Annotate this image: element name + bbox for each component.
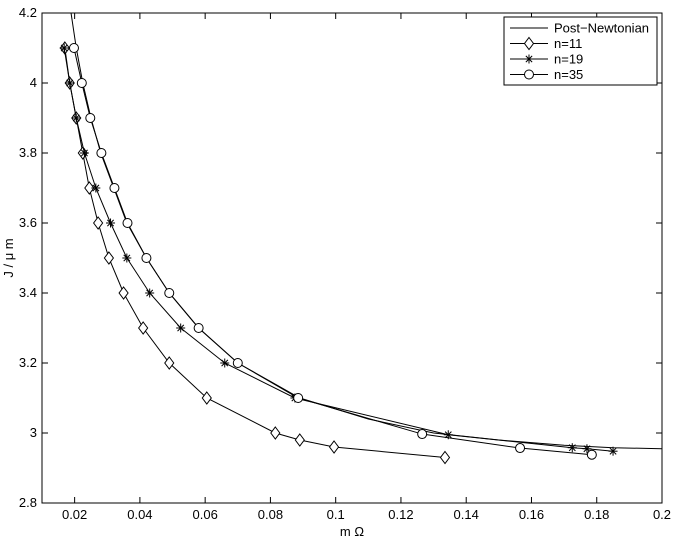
star-marker — [65, 78, 75, 88]
star-stroke — [80, 149, 88, 157]
star-marker — [106, 218, 116, 228]
y-tick-label: 3.4 — [19, 285, 37, 300]
y-axis-label: J / μ m — [1, 238, 16, 277]
legend-label: Post−Newtonian — [554, 21, 649, 36]
x-tick-label: 0.16 — [519, 507, 544, 522]
diamond-marker — [138, 321, 149, 335]
x-axis-label: m Ω — [340, 524, 364, 539]
circle-marker — [96, 148, 107, 158]
diamond-marker — [439, 450, 451, 465]
diamond-marker — [294, 433, 305, 447]
diamond-marker — [93, 216, 104, 230]
series-n-35 — [68, 43, 597, 460]
star-stroke — [146, 289, 154, 297]
circle-marker — [68, 43, 79, 53]
diamond-marker — [523, 36, 535, 51]
star-stroke — [221, 359, 229, 367]
y-tick-label: 4 — [30, 75, 37, 90]
series-n-19 — [59, 43, 618, 456]
circle-marker — [122, 218, 133, 228]
legend-label: n=35 — [554, 67, 583, 82]
star-stroke — [72, 114, 80, 122]
circle-marker — [417, 429, 428, 440]
diamond-marker — [164, 356, 175, 370]
circle-marker — [293, 393, 304, 403]
star-marker — [567, 443, 577, 453]
star-stroke — [107, 219, 115, 227]
legend-label: n=11 — [554, 36, 582, 51]
series-group — [59, 13, 662, 465]
circle-marker — [515, 443, 526, 454]
x-tick-label: 0.06 — [193, 507, 218, 522]
y-tick-label: 4.2 — [19, 5, 37, 20]
star-stroke — [568, 444, 576, 452]
star-stroke — [66, 79, 74, 87]
x-tick-label: 0.14 — [454, 507, 479, 522]
star-marker — [122, 253, 132, 263]
circle-marker — [141, 253, 152, 263]
star-marker — [91, 183, 101, 193]
x-tick-label: 0.04 — [127, 507, 152, 522]
star-marker — [608, 446, 618, 456]
legend-item: n=19 — [510, 52, 583, 67]
star-stroke — [444, 431, 452, 439]
legend-item: Post−Newtonian — [510, 21, 649, 36]
x-tick-label: 0.08 — [258, 507, 283, 522]
star-marker — [145, 288, 155, 298]
legend-item: n=35 — [510, 67, 583, 82]
series-n-11 — [59, 41, 451, 465]
star-marker — [79, 148, 89, 158]
plot-frame — [41, 12, 663, 504]
circle-marker — [232, 358, 243, 368]
star-stroke — [525, 55, 533, 63]
star-stroke — [123, 254, 131, 262]
star-marker — [59, 43, 69, 53]
circle-marker — [193, 323, 204, 333]
y-tick-label: 3.2 — [19, 355, 37, 370]
diamond-marker — [201, 391, 212, 405]
star-stroke — [609, 447, 617, 455]
circle-marker — [164, 288, 175, 298]
x-tick-label: 0.1 — [327, 507, 345, 522]
y-tick-label: 3.6 — [19, 215, 37, 230]
diamond-marker — [84, 181, 95, 195]
x-tick-label: 0.02 — [62, 507, 87, 522]
star-stroke — [92, 184, 100, 192]
y-tick-label: 3 — [30, 425, 37, 440]
diamond-marker — [103, 251, 115, 265]
legend-item: n=11 — [510, 36, 582, 51]
star-marker — [524, 54, 534, 64]
diamond-marker — [328, 440, 340, 454]
star-stroke — [177, 324, 185, 332]
legend-label: n=19 — [554, 52, 583, 67]
star-stroke — [60, 44, 68, 52]
star-marker — [220, 358, 230, 368]
circle-marker — [586, 449, 597, 460]
star-marker — [176, 323, 186, 333]
series-line — [63, 47, 614, 452]
tick-group: 0.02 0.04 0.06 0.08 0.1 0.12 0.14 0.16 0.18 0.2 2.… — [19, 5, 671, 522]
diamond-marker — [118, 286, 129, 300]
x-tick-label: 0.12 — [388, 507, 413, 522]
x-tick-label: 0.2 — [653, 507, 671, 522]
circle-marker — [524, 69, 534, 80]
diamond-marker — [270, 426, 281, 440]
series-line — [64, 47, 446, 458]
circle-marker — [85, 113, 96, 123]
star-stroke — [583, 445, 591, 453]
circle-marker — [76, 78, 87, 88]
series-line — [73, 47, 592, 456]
x-tick-label: 0.18 — [584, 507, 609, 522]
y-tick-label: 3.8 — [19, 145, 37, 160]
y-tick-label: 2.8 — [19, 495, 37, 510]
star-marker — [71, 113, 81, 123]
circle-marker — [109, 183, 120, 193]
